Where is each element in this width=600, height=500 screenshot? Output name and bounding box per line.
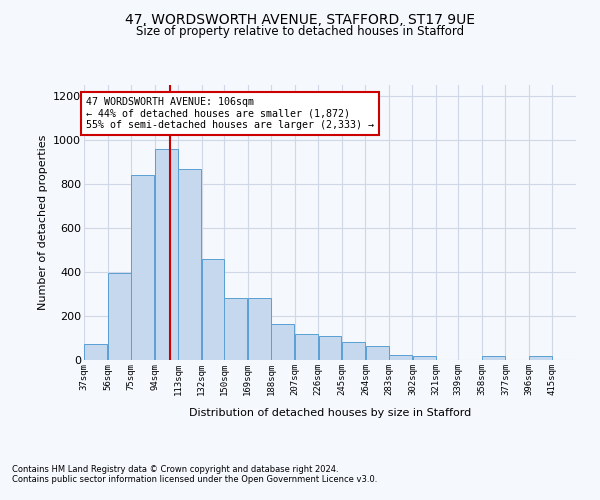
Bar bbox=[529, 356, 552, 360]
Text: Size of property relative to detached houses in Stafford: Size of property relative to detached ho… bbox=[136, 25, 464, 38]
Text: Distribution of detached houses by size in Stafford: Distribution of detached houses by size … bbox=[189, 408, 471, 418]
Bar bbox=[482, 356, 505, 360]
Bar bbox=[413, 356, 436, 360]
Bar bbox=[365, 346, 389, 360]
Bar bbox=[342, 342, 365, 360]
Bar bbox=[178, 168, 202, 360]
Bar bbox=[224, 298, 247, 360]
Bar bbox=[271, 324, 295, 360]
Text: 47, WORDSWORTH AVENUE, STAFFORD, ST17 9UE: 47, WORDSWORTH AVENUE, STAFFORD, ST17 9U… bbox=[125, 12, 475, 26]
Bar bbox=[131, 175, 154, 360]
Bar bbox=[202, 259, 224, 360]
Bar bbox=[85, 344, 107, 360]
Bar bbox=[155, 149, 178, 360]
Text: Contains public sector information licensed under the Open Government Licence v3: Contains public sector information licen… bbox=[12, 475, 377, 484]
Text: Contains HM Land Registry data © Crown copyright and database right 2024.: Contains HM Land Registry data © Crown c… bbox=[12, 465, 338, 474]
Text: 47 WORDSWORTH AVENUE: 106sqm
← 44% of detached houses are smaller (1,872)
55% of: 47 WORDSWORTH AVENUE: 106sqm ← 44% of de… bbox=[86, 97, 374, 130]
Bar bbox=[319, 336, 341, 360]
Bar bbox=[389, 354, 412, 360]
Y-axis label: Number of detached properties: Number of detached properties bbox=[38, 135, 47, 310]
Bar bbox=[248, 298, 271, 360]
Bar bbox=[295, 334, 318, 360]
Bar bbox=[108, 273, 131, 360]
